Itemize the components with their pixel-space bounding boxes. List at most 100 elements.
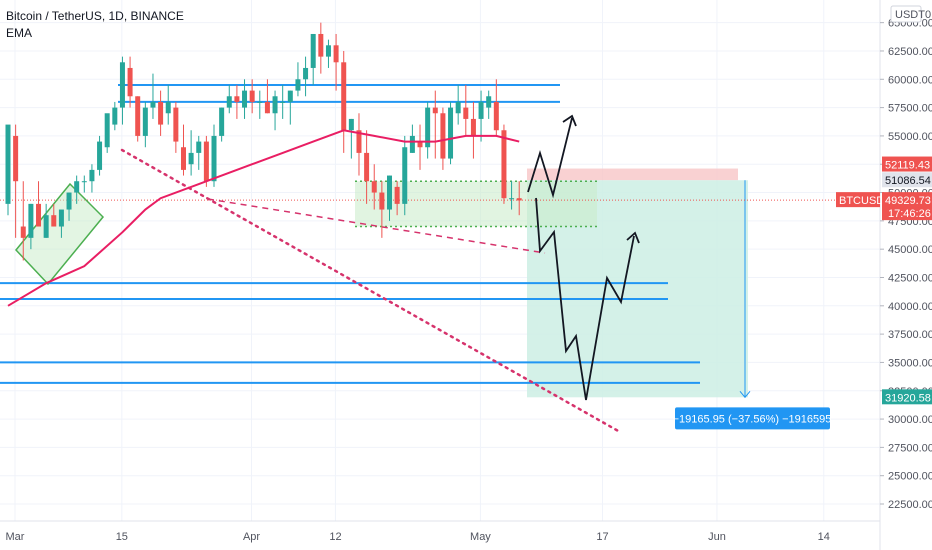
tag-entry-text: 51086.54: [885, 175, 931, 187]
price-tick-label: 60000.00: [888, 74, 932, 86]
candle-body: [66, 192, 72, 210]
last-symbol-box: [836, 192, 880, 208]
ema-polyline: [7, 129, 520, 307]
candle-body: [417, 141, 423, 148]
candle-body: [509, 198, 515, 200]
candle-body: [432, 107, 438, 114]
candle-body: [280, 101, 286, 103]
candle-body: [402, 147, 408, 204]
last-symbol-text: BTCUSDT: [839, 195, 891, 207]
price-axis[interactable]: 65000.0062500.0060000.0057500.0055000.00…: [880, 18, 932, 511]
candle-body: [318, 33, 324, 57]
measure-label: −19165.95 (−37.56%) −1916595: [673, 413, 832, 425]
price-tick-label: 55000.00: [888, 131, 932, 143]
price-tick-label: 57500.00: [888, 103, 932, 115]
candle-body: [371, 181, 377, 193]
candle-body: [287, 90, 293, 102]
candle-body: [493, 101, 499, 131]
candle-body: [150, 101, 156, 108]
currency-badge-label: USDT: [895, 9, 925, 21]
candle-body: [28, 203, 34, 238]
candle-body: [364, 152, 370, 182]
time-tick-label: May: [470, 531, 491, 543]
candle-body: [234, 96, 240, 102]
candle-body: [36, 203, 42, 227]
candle-body: [112, 107, 118, 125]
bearish-arrowhead: [626, 231, 640, 244]
ema-line: [7, 129, 520, 307]
candle-body: [51, 215, 57, 227]
candle-body: [89, 169, 95, 182]
candle-body: [43, 215, 49, 238]
candle-body: [211, 135, 217, 182]
chart-title: Bitcoin / TetherUS, 1D, BINANCE: [6, 9, 184, 23]
candle-body: [13, 135, 19, 182]
price-tick-label: 25000.00: [888, 471, 932, 483]
candle-body: [295, 79, 301, 91]
projection-arrows: [527, 114, 640, 401]
candle-body: [74, 181, 80, 193]
diamond-pattern: [15, 182, 105, 286]
price-tick-label: 40000.00: [888, 301, 932, 313]
candles: [5, 22, 522, 261]
candle-body: [226, 96, 232, 108]
candle-body: [173, 107, 179, 142]
candle-body: [409, 135, 415, 153]
time-tick-label: Apr: [243, 531, 260, 543]
candle-body: [165, 101, 171, 114]
candle-body: [257, 101, 263, 103]
countdown-text: 17:46:26: [888, 208, 931, 220]
price-tick-label: 35000.00: [888, 357, 932, 369]
tag-entry-box: [882, 172, 932, 188]
candle-body: [501, 130, 507, 199]
candle-body: [440, 113, 446, 159]
price-tick-label: 42500.00: [888, 272, 932, 284]
candle-body: [272, 96, 278, 114]
price-tick-label: 45000.00: [888, 244, 932, 256]
bullish-projection: [527, 117, 573, 199]
candle-body: [196, 141, 202, 153]
time-tick-label: Jun: [708, 531, 726, 543]
candle-body: [5, 124, 11, 204]
last-price-box: [882, 192, 932, 221]
candle-body: [325, 45, 331, 57]
last-price-text: 49329.73: [885, 195, 931, 207]
price-tick-label: 27500.00: [888, 442, 932, 454]
measure-label-box: [675, 407, 830, 430]
bullish-arrowhead: [562, 114, 577, 127]
candle-body: [478, 101, 484, 119]
candle-body: [180, 147, 186, 170]
candle-body: [356, 130, 362, 153]
indicator-label: EMA: [6, 26, 32, 40]
candle-body: [219, 107, 225, 136]
candle-body: [264, 101, 270, 114]
descending-trendline: [120, 148, 622, 434]
tag-upper-box: [882, 156, 932, 172]
time-tick-label: 17: [596, 531, 608, 543]
currency-badge[interactable]: [890, 5, 922, 23]
time-tick-label: 12: [329, 531, 341, 543]
price-tick-label: 22500.00: [888, 499, 932, 511]
stop-loss-zone: [527, 168, 738, 181]
candle-body: [119, 62, 125, 108]
candle-body: [303, 67, 309, 80]
candle-body: [463, 107, 469, 119]
candle-body: [486, 96, 492, 108]
candle-body: [455, 101, 461, 114]
time-axis[interactable]: Mar15Apr12May17Jun14Jul: [6, 531, 932, 543]
candle-body: [379, 192, 385, 210]
candle-body: [249, 90, 255, 102]
candle-body: [516, 198, 522, 201]
time-tick-label: 14: [818, 531, 830, 543]
support-trendline: [207, 198, 546, 254]
candle-body: [158, 101, 164, 125]
candle-body: [470, 118, 476, 136]
candle-body: [310, 33, 316, 68]
candle-body: [242, 90, 248, 108]
candle-body: [188, 152, 194, 165]
candle-body: [394, 186, 400, 204]
tag-target-box: [882, 389, 932, 405]
drawing-zones: −19165.95 (−37.56%) −1916595: [0, 168, 880, 430]
